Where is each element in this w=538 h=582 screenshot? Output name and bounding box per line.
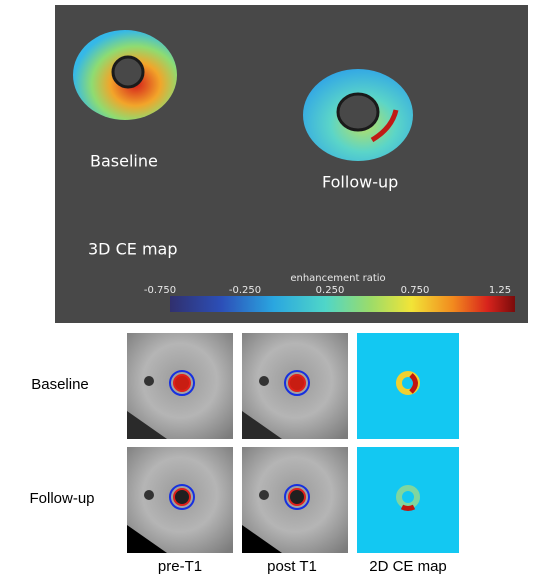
ring-hole: [111, 55, 145, 89]
colorbar-tick-label: -0.750: [144, 285, 176, 296]
colorbar-tick-label: -0.250: [229, 285, 261, 296]
column-label: pre-T1: [158, 558, 202, 575]
column-label: 2D CE map: [369, 558, 447, 575]
ce-map-2d: [357, 447, 459, 553]
mri-dark: [144, 376, 154, 386]
endocardium: [288, 374, 306, 392]
epicardium: [169, 370, 195, 396]
colorbar-tick-label: 0.750: [401, 285, 430, 296]
endocardium: [173, 374, 191, 392]
epicardium: [169, 484, 195, 510]
column-label: post T1: [267, 558, 317, 575]
mri-corner: [127, 411, 167, 439]
colorbar: [170, 296, 515, 312]
label-3d: Follow-up: [322, 173, 398, 192]
row-label: Follow-up: [29, 490, 94, 507]
colorbar-tick-label: 0.250: [316, 285, 345, 296]
endocardium: [173, 488, 191, 506]
blood-pool: [174, 375, 190, 391]
blood-pool: [289, 375, 305, 391]
mri-corner: [242, 411, 282, 439]
mri-dark: [259, 490, 269, 500]
epicardium: [284, 370, 310, 396]
ce-map-2d: [357, 333, 459, 439]
label-3d: Baseline: [90, 152, 158, 171]
epicardium: [284, 484, 310, 510]
mri-dark: [259, 376, 269, 386]
ce-scar: [400, 504, 416, 511]
endocardium: [288, 488, 306, 506]
mri-dark: [144, 490, 154, 500]
colorbar-title: enhancement ratio: [290, 273, 385, 284]
mri-corner: [127, 525, 167, 553]
colorbar-tick-label: 1.25: [489, 285, 511, 296]
row-label: Baseline: [31, 376, 89, 393]
ring-scar: [370, 109, 399, 143]
label-3d: 3D CE map: [88, 240, 178, 259]
blood-pool: [289, 489, 305, 505]
blood-pool: [174, 489, 190, 505]
ring-hole: [336, 92, 380, 132]
mri-corner: [242, 525, 282, 553]
ce-scar: [409, 373, 418, 394]
